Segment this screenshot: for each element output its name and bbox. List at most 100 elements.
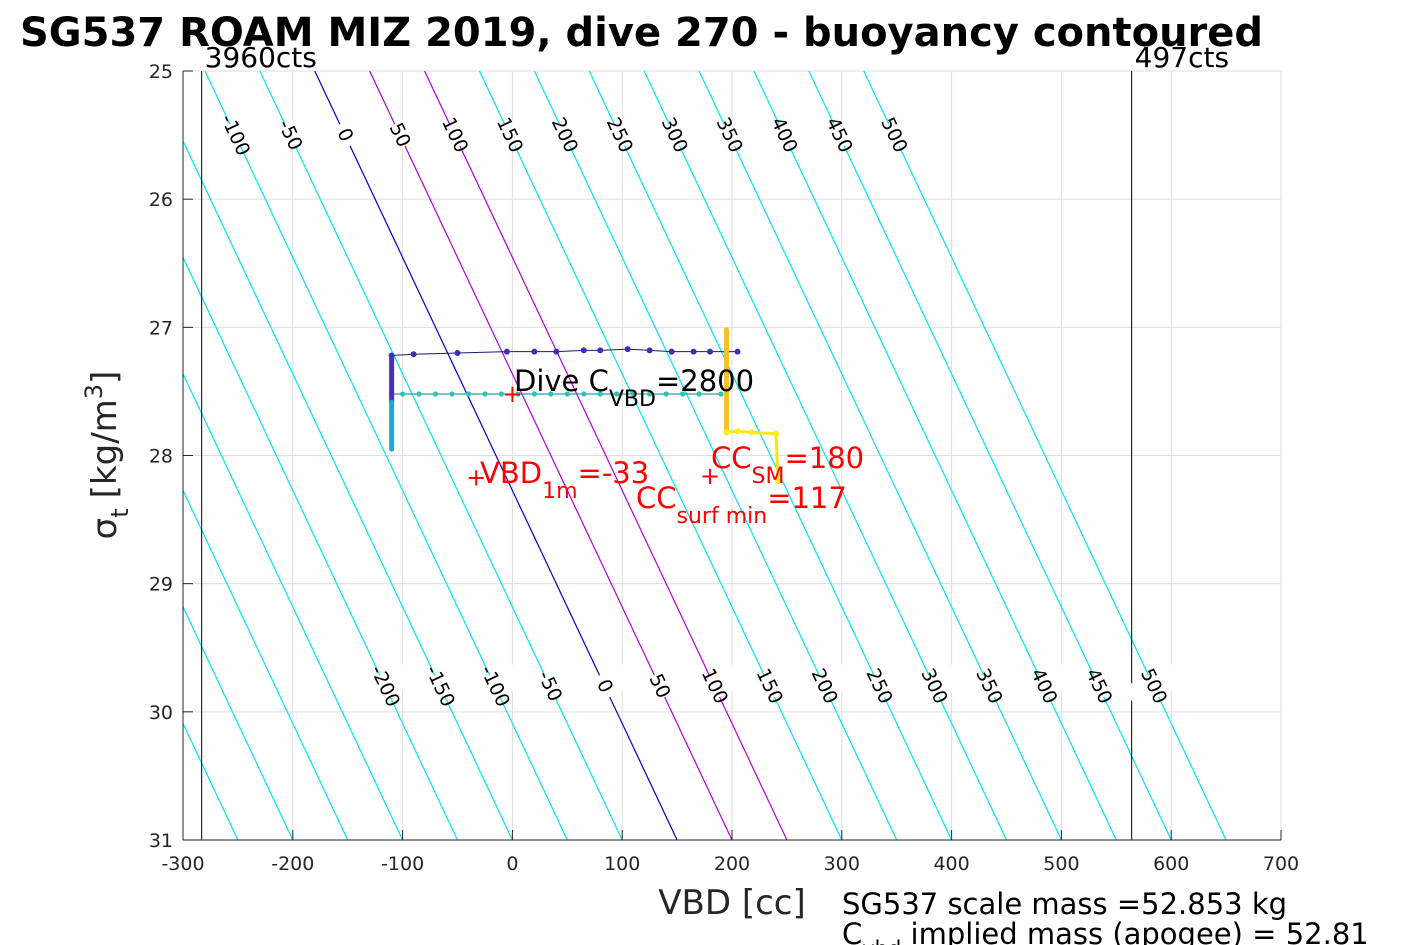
- contour-label-bg: [905, 664, 963, 709]
- x-tick-label: 400: [933, 853, 969, 875]
- contour-line: [183, 489, 349, 840]
- buoyancy-contours: [183, 71, 1227, 840]
- contour-label-bg: [466, 664, 524, 709]
- implied-mass-sub: vbd: [862, 937, 901, 945]
- annotation-tail: =-33: [578, 456, 650, 490]
- contour-line: [259, 71, 623, 840]
- marker-plus: +: [502, 380, 522, 408]
- vbd-limit-label: 3960cts: [205, 41, 317, 74]
- cc-step-point: [723, 429, 730, 436]
- dive-point: [531, 348, 538, 355]
- climb-point: [679, 391, 686, 397]
- contour-label-bg: [850, 664, 908, 709]
- dive-point: [707, 348, 714, 355]
- climb-point: [449, 391, 455, 397]
- climb-point: [482, 391, 488, 397]
- dive-point: [503, 348, 510, 355]
- contour-line: [478, 71, 843, 840]
- scale-mass-text: SG537 scale mass =52.853 kg: [842, 887, 1287, 921]
- contour-label-bg: [795, 664, 853, 709]
- annotation-main: CC: [636, 481, 677, 515]
- annotation-tail: =180: [784, 441, 864, 475]
- contour-label-bg: [755, 113, 813, 158]
- contour-label-bg: [371, 113, 429, 158]
- x-tick-label: 100: [604, 853, 640, 875]
- contour-line: [183, 256, 459, 840]
- y-tick-label: 25: [149, 61, 173, 83]
- implied-mass-tail: implied mass (apogee) = 52.81: [901, 917, 1368, 945]
- y-tick-label: 27: [149, 317, 173, 339]
- contour-label-bg: [411, 664, 469, 709]
- x-tick-label: 0: [506, 853, 518, 875]
- contour-line: [533, 71, 898, 840]
- climb-point: [614, 391, 620, 397]
- annotation-sub: VBD: [609, 387, 656, 412]
- annotation-tail: =117: [767, 481, 847, 515]
- contour-label-bg: [645, 113, 703, 158]
- y-label-sub: t: [106, 508, 134, 517]
- dive-point: [690, 348, 697, 355]
- climb-point: [432, 391, 439, 397]
- dive-point: [646, 347, 653, 354]
- climb-point: [498, 391, 505, 397]
- x-tick-label: -300: [161, 853, 204, 875]
- annotation-sub: 1m: [542, 479, 577, 504]
- annotation-text: VBD1m=-33: [480, 456, 649, 504]
- dive-point: [580, 347, 587, 354]
- implied-mass-text: Cvbd implied mass (apogee) = 52.81: [842, 917, 1369, 945]
- contour-label-bg: [261, 113, 319, 158]
- annotation-main: CC: [711, 441, 752, 475]
- annotation-text: CCsurf min=117: [636, 481, 847, 529]
- y-label-unit: [kg/m: [85, 399, 125, 498]
- contour-line: [643, 71, 1008, 840]
- climb-point: [416, 391, 422, 397]
- climb-point: [465, 391, 472, 397]
- climb-point: [663, 391, 669, 397]
- x-tick-label: 300: [824, 853, 860, 875]
- y-tick-label: 28: [149, 446, 173, 468]
- x-axis-label: VBD [cc]: [658, 883, 806, 923]
- contour-line: [753, 71, 1117, 840]
- annotation-text: Dive CVBD=2800: [514, 364, 754, 412]
- climb-point: [696, 391, 702, 397]
- contour-line: [314, 71, 678, 840]
- contour-label-bg: [206, 113, 264, 158]
- cc-step-point: [734, 428, 741, 435]
- climb-point: [531, 391, 537, 397]
- contour-label-bg: [700, 113, 758, 158]
- contour-line: [183, 605, 294, 840]
- contour-label-bg: [316, 113, 374, 158]
- y-label-sup: 3: [80, 384, 108, 399]
- contour-line: [204, 71, 568, 840]
- contour-label-bg: [1124, 664, 1183, 709]
- axis-ticks: -300 -200 -100 0 100 200 300 400 500 600 700 25 26 27…: [149, 61, 1299, 875]
- y-tick-label: 30: [149, 702, 173, 724]
- x-tick-label: 200: [714, 853, 750, 875]
- contour-line: [698, 71, 1062, 840]
- climb-point: [400, 391, 406, 397]
- dive-line: [391, 348, 738, 357]
- contour-label-bg: [481, 113, 539, 158]
- climb-point: [564, 391, 570, 397]
- contour-line: [369, 71, 733, 840]
- vbd-limits: 3960cts 497cts: [201, 41, 1229, 840]
- y-tick-label: 26: [149, 189, 173, 211]
- contour-label-bg: [1070, 664, 1128, 709]
- marker-plus: +: [700, 462, 720, 490]
- implied-mass-c: C: [842, 917, 862, 945]
- y-tick-label: 29: [149, 574, 173, 596]
- y-tick-label: 31: [149, 830, 173, 852]
- contour-label-bg: [356, 664, 414, 709]
- dive-point: [734, 348, 741, 355]
- dive-point: [624, 346, 631, 353]
- x-tick-label: 500: [1043, 853, 1079, 875]
- contour-label-bg: [810, 113, 868, 158]
- y-label-close: ]: [85, 371, 125, 384]
- contour-line: [863, 71, 1227, 840]
- contour-line: [183, 139, 513, 840]
- contour-label-bg: [960, 664, 1018, 709]
- dive-point: [454, 349, 461, 356]
- x-tick-label: -100: [381, 853, 424, 875]
- y-axis-label: σt [kg/m3]: [80, 371, 134, 540]
